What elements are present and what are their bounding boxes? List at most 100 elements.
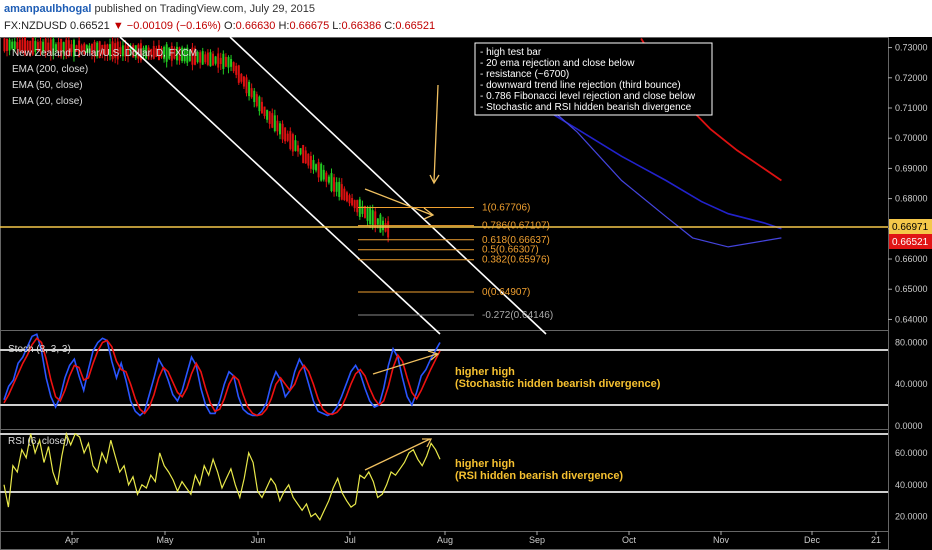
quote-line: FX:NZDUSD 0.66521 ▼ −0.00109 (−0.16%) O:… [4,20,436,32]
candle-body [356,200,359,213]
candle-body [271,113,274,128]
candle-body [150,49,153,56]
price-tick-label: 0.65000 [895,284,928,294]
publish-line: amanpaulbhogal published on TradingView.… [4,3,315,15]
low-value: 0.66386 [341,20,382,32]
candle-body [278,123,281,135]
candle-body [273,115,276,132]
price-tick-label: 0.70000 [895,133,928,143]
candle-body [358,199,361,217]
arrow-down [433,84,439,183]
candle-body [111,41,114,60]
candle-body [291,134,294,152]
candle-body [75,45,78,52]
candle-body [235,65,238,75]
channel-lower-line [119,37,441,335]
candle-body [67,40,70,56]
candle-body [93,41,96,57]
close-value: 0.66521 [395,20,436,32]
candle-body [163,46,166,59]
candle-body [191,47,194,65]
rsi-line [3,431,441,521]
candle-body [52,39,55,56]
arrow-stoch [372,353,438,375]
candle-body [281,123,284,140]
candle-body [309,156,312,169]
candle-body [312,160,315,170]
arrow-rsi [364,438,431,471]
resistance-badge: 0.66971 [889,219,932,234]
candle-body [18,39,21,52]
candle-body [230,59,233,67]
price-axis[interactable]: 0.73000 0.72000 0.71000 0.70000 0.69000 0.680… [888,43,928,522]
candle-body [371,210,374,226]
candle-body [263,106,266,117]
candle-body [224,56,227,67]
oscillator-levels [0,349,888,493]
rsi-legend: RSI (6, close) [8,436,69,447]
legend-ema50: EMA (50, close) [12,80,83,91]
time-axis[interactable]: Apr May Jun Jul Aug Sep Oct Nov Dec 21 [65,531,881,545]
last-price-badge: 0.66521 [889,234,932,249]
candle-body [109,44,112,57]
resistance-badge-text: 0.66971 [892,222,929,233]
fib-level-label: 0.5(0.66307) [482,245,539,256]
price-tick-label: 0.71000 [895,103,928,113]
candle-body [351,198,354,206]
candle-body [103,44,106,56]
time-tick-label: Nov [713,535,730,545]
candle-body [21,39,24,53]
candle-body [268,111,271,124]
candle-body [353,200,356,209]
candle-body [237,65,240,83]
price-panel: 1(0.67706)0.786(0.67107)0.618(0.66637)0.… [0,37,888,335]
chart-svg[interactable]: 1(0.67706)0.786(0.67107)0.618(0.66637)0.… [0,37,932,550]
candle-body [338,181,341,197]
candle-body [260,101,263,114]
candle-body [147,47,150,57]
candle-body [232,62,235,72]
candle-body [88,45,91,53]
candle-body [34,40,37,52]
legend-ema20: EMA (20, close) [12,96,83,107]
header-bar: amanpaulbhogal published on TradingView.… [0,0,932,37]
candle-body [315,164,318,171]
candle-body [124,45,127,57]
candle-body [70,44,73,53]
fib-level-label: 0.786(0.67107) [482,221,550,232]
arrow-rsi-head [422,438,433,448]
note-2: - 20 ema rejection and close below [480,58,635,69]
candle-body [60,38,63,57]
oscillator-tick-label: 0.0000 [895,421,923,431]
candle-body [157,45,160,61]
candle-body [114,43,117,58]
time-tick-label: 21 [871,535,881,545]
fib-level-label: 0.618(0.66637) [482,235,550,246]
candle-body [139,43,142,61]
candle-body [307,153,310,166]
candle-body [322,169,325,180]
stoch-note-2: (Stochastic hidden bearish divergence) [455,378,661,390]
candle-body [121,45,124,57]
candle-body [49,39,52,55]
candle-body [201,51,204,65]
candle-body [152,46,155,59]
candle-body [26,40,29,51]
candle-body [302,144,305,164]
candle-body [327,176,330,183]
price-tick-label: 0.66000 [895,254,928,264]
stoch-d-line [3,337,441,417]
channel-upper-line [229,37,547,335]
stochastic-panel [3,333,441,417]
candle-body [366,206,369,221]
candle-body [217,53,220,68]
candle-body [16,42,19,49]
symbol: FX:NZDUSD [4,20,67,32]
candle-body [286,133,289,141]
change: ▼ −0.00109 (−0.16%) [112,20,221,32]
author-link[interactable]: amanpaulbhogal [4,3,92,15]
candle-body [54,44,57,51]
candle-body [181,47,184,62]
candle-body [44,38,47,55]
candle-body [85,45,88,53]
